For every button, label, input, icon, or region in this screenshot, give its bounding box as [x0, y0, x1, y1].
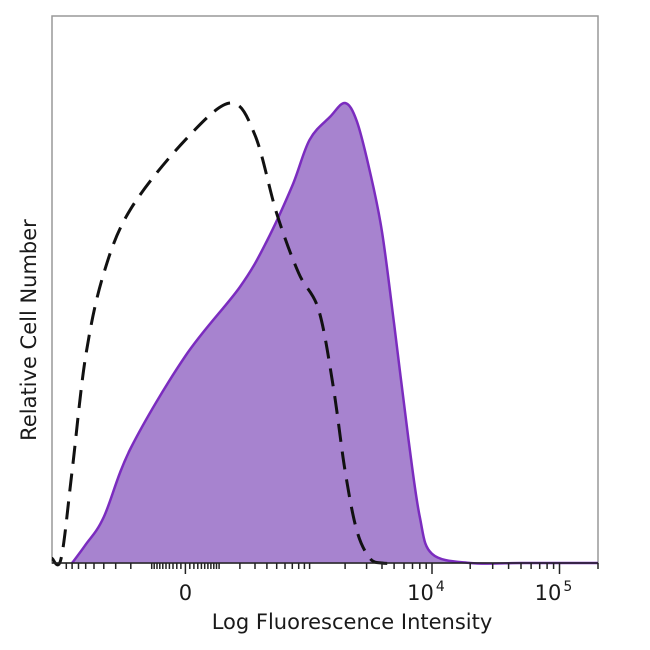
series-1-line: [71, 101, 598, 565]
series-1-area: [72, 102, 599, 564]
series-layer: [50, 101, 599, 567]
series-0-line: [50, 101, 395, 567]
x-tick-label-layer: 0 10 4 10 5: [179, 579, 573, 605]
x-tick-layer: [65, 563, 599, 574]
x-axis-title: Log Fluorescence Intensity: [212, 610, 493, 634]
x-tick-label: 10 5: [535, 579, 573, 605]
x-tick-label: 10 4: [407, 579, 445, 605]
y-axis-title: Relative Cell Number: [17, 219, 41, 441]
x-tick-label: 0: [179, 581, 192, 605]
